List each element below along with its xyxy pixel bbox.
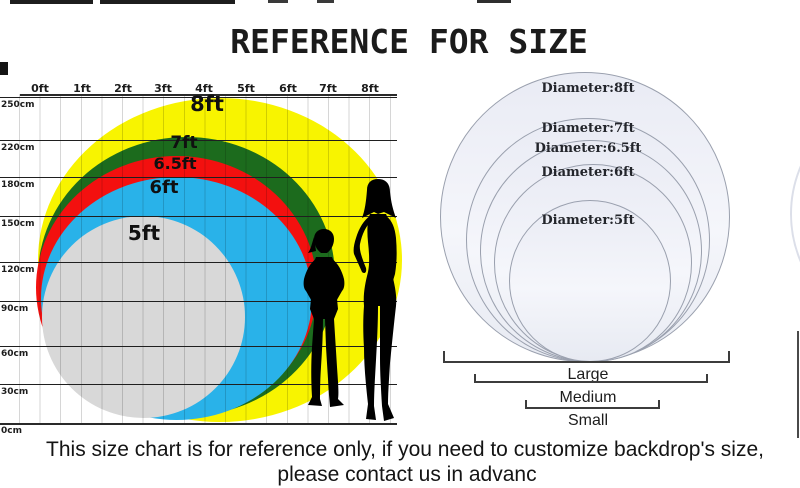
child-left-leg — [308, 319, 323, 406]
ft-axis-label: 6ft — [279, 82, 297, 95]
gridline-250cm — [0, 97, 397, 98]
cropped-circle-edge — [790, 92, 800, 336]
group-label-large: Large — [567, 366, 609, 383]
circle-label-7ft: 7ft — [170, 133, 198, 153]
circle-label-6ft: 6ft — [149, 177, 179, 198]
cm-axis-label: 90cm — [1, 304, 29, 314]
gridline-90cm — [0, 301, 397, 302]
gridline-150cm — [0, 216, 397, 217]
page-title: REFERENCE FOR SIZE — [230, 22, 588, 61]
cropped-text-remnant — [477, 0, 511, 3]
cropped-text-remnant — [268, 0, 288, 3]
diameter-label-5ft: Diameter:5ft — [541, 213, 635, 228]
ft-axis-label: 7ft — [319, 82, 337, 95]
gridline-60cm — [0, 346, 397, 347]
cm-axis-label: 250cm — [1, 100, 35, 110]
woman-head — [362, 179, 396, 218]
woman-left-arm — [353, 216, 372, 273]
woman-right-arm — [383, 216, 397, 285]
group-label-medium: Medium — [559, 389, 617, 406]
cropped-text-remnant — [10, 0, 93, 4]
ft-axis-label: 4ft — [195, 82, 213, 95]
diameter-circle-5ft — [509, 200, 671, 362]
group-label-small: Small — [567, 412, 608, 429]
corner-mark — [0, 62, 8, 75]
bracket-small — [525, 400, 660, 409]
ft-axis-label: 0ft — [31, 82, 49, 95]
diameter-label-6ft: Diameter:6ft — [541, 165, 635, 180]
circle-label-8ft: 8ft — [190, 92, 224, 116]
cm-axis-label: 60cm — [1, 349, 29, 359]
footer-line-2: please contact us in advanc — [277, 463, 537, 486]
child-left-arm — [303, 259, 318, 306]
ft-axis-line — [20, 94, 397, 96]
cropped-text-remnant — [100, 0, 235, 4]
cropped-bracket-edge — [797, 331, 799, 438]
cm-axis-label: 220cm — [1, 143, 35, 153]
woman-right-leg — [380, 306, 396, 421]
child-silhouette — [303, 229, 345, 407]
diameter-label-7ft: Diameter:7ft — [541, 121, 635, 136]
gridline-0cm — [0, 423, 397, 425]
cm-axis-label: 150cm — [1, 219, 35, 229]
footer-line-1: This size chart is for reference only, i… — [46, 438, 764, 461]
gridline-120cm — [0, 262, 397, 263]
child-head — [314, 229, 334, 253]
woman-torso — [363, 214, 397, 306]
woman-silhouette — [353, 179, 397, 421]
cm-axis-label: 180cm — [1, 180, 35, 190]
ft-axis-label: 5ft — [237, 82, 255, 95]
bracket-large — [443, 351, 730, 363]
circle-label-6-5ft: 6.5ft — [153, 154, 197, 173]
child-hair — [308, 237, 316, 253]
ft-axis-label: 2ft — [114, 82, 132, 95]
cm-axis-label: 30cm — [1, 387, 29, 397]
child-right-arm — [330, 259, 345, 306]
gridline-30cm — [0, 384, 397, 385]
ft-axis-label: 8ft — [361, 82, 379, 95]
bracket-medium — [474, 374, 708, 383]
ft-axis-label: 1ft — [73, 82, 91, 95]
diameter-label-6-5ft: Diameter:6.5ft — [534, 141, 642, 156]
child-right-leg — [325, 319, 344, 407]
cropped-text-remnant — [317, 0, 334, 3]
cm-axis-label: 120cm — [1, 265, 35, 275]
gridline-180cm — [0, 177, 397, 178]
circle-label-5ft: 5ft — [127, 221, 161, 245]
gridline-220cm — [0, 140, 397, 141]
cm-axis-label: 0cm — [1, 426, 22, 436]
diameter-label-8ft: Diameter:8ft — [541, 81, 635, 96]
ft-axis-label: 3ft — [154, 82, 172, 95]
woman-left-leg — [363, 306, 378, 420]
